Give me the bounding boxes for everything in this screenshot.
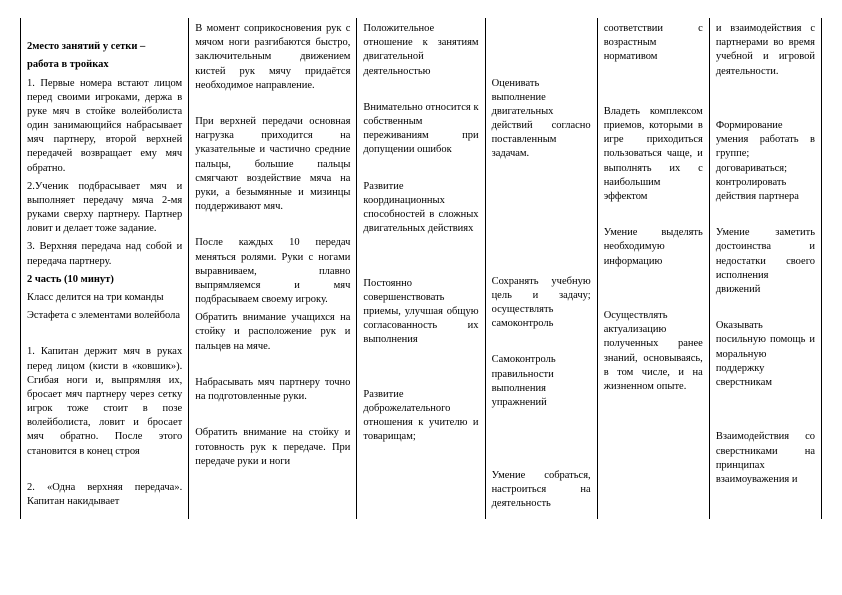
text: Развитие координационных способностей в … bbox=[363, 180, 478, 237]
text: В момент соприкосновения рук с мячом ног… bbox=[195, 22, 350, 93]
text: Формирование умения работать в группе; д… bbox=[716, 119, 815, 204]
col-method-guidance: В момент соприкосновения рук с мячом ног… bbox=[189, 18, 357, 519]
text: 1. Первые номера встают лицом перед свои… bbox=[27, 77, 182, 176]
text: 3. Верхняя передача над собой и передача… bbox=[27, 240, 182, 268]
text: Эстафета с элементами волейбола bbox=[27, 309, 182, 323]
text: соответствии с возрастным нормативом bbox=[604, 22, 703, 65]
col-regulatory: Оценивать выполнение двигательных действ… bbox=[485, 18, 597, 519]
text: Сохранять учебную цель и задачу; осущест… bbox=[492, 275, 591, 332]
heading: 2место занятий у сетки – bbox=[27, 41, 145, 52]
heading: работа в тройках bbox=[27, 59, 109, 70]
text: Умение собраться, настроиться на деятель… bbox=[492, 469, 591, 512]
text: Самоконтроль правильности выполнения упр… bbox=[492, 353, 591, 410]
heading: 2 часть (10 минут) bbox=[27, 274, 114, 285]
text: Оценивать выполнение двигательных действ… bbox=[492, 77, 591, 162]
text: Постоянно совершенствовать приемы, улучш… bbox=[363, 277, 478, 348]
text: Обратить внимание на стойку и готовность… bbox=[195, 426, 350, 469]
page: 2место занятий у сетки – работа в тройка… bbox=[0, 0, 842, 595]
text: Взаимодействия со сверстниками на принци… bbox=[716, 430, 815, 487]
table-row: 2место занятий у сетки – работа в тройка… bbox=[21, 18, 822, 519]
text: Оказывать посильную помощь и моральную п… bbox=[716, 319, 815, 390]
col-personal: Положительное отношение к занятиям двига… bbox=[357, 18, 485, 519]
text: Класс делится на три команды bbox=[27, 291, 182, 305]
text: Умение заметить достоинства и недостатки… bbox=[716, 226, 815, 297]
text: 1. Капитан держит мяч в руках перед лицо… bbox=[27, 345, 182, 458]
col-cognitive: соответствии с возрастным нормативом Вла… bbox=[597, 18, 709, 519]
text: Набрасывать мяч партнеру точно на подгот… bbox=[195, 376, 350, 404]
lesson-table: 2место занятий у сетки – работа в тройка… bbox=[20, 18, 822, 519]
text: 2.Ученик подбрасывает мяч и выполняет пе… bbox=[27, 180, 182, 237]
text: После каждых 10 передач меняться ролями.… bbox=[195, 236, 350, 307]
text: Внимательно относится к собственным пере… bbox=[363, 101, 478, 158]
text: Положительное отношение к занятиям двига… bbox=[363, 22, 478, 79]
text: 2. «Одна верхняя передача». Капитан наки… bbox=[27, 481, 182, 509]
text: При верхней передачи основная нагрузка п… bbox=[195, 115, 350, 214]
text: Развитие доброжелательного отношения к у… bbox=[363, 388, 478, 445]
text: Владеть комплексом приемов, которыми в и… bbox=[604, 105, 703, 204]
col-activities: 2место занятий у сетки – работа в тройка… bbox=[21, 18, 189, 519]
text: и взаимодействия с партнерами во время у… bbox=[716, 22, 815, 79]
text: Умение выделять необходимую информацию bbox=[604, 226, 703, 269]
text: Осуществлять актуализацию полученных ран… bbox=[604, 309, 703, 394]
col-communicative: и взаимодействия с партнерами во время у… bbox=[709, 18, 821, 519]
text: Обратить внимание учащихся на стойку и р… bbox=[195, 311, 350, 354]
